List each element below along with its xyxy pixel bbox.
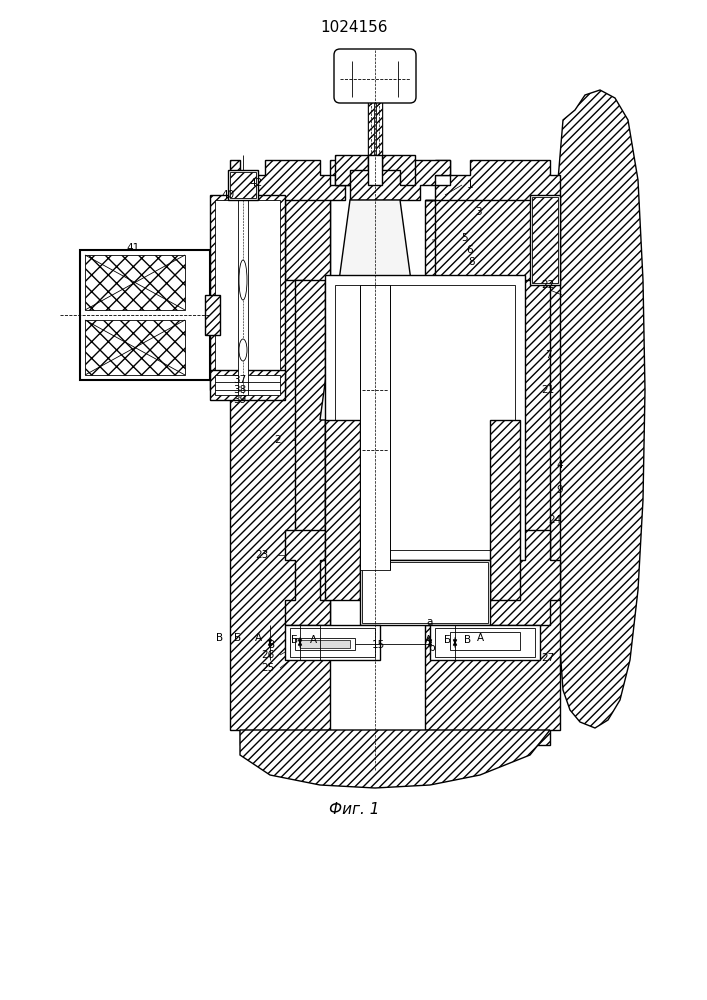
- Polygon shape: [368, 65, 374, 160]
- Bar: [295, 280, 325, 560]
- Text: 15: 15: [371, 640, 385, 650]
- Bar: [325, 420, 360, 600]
- Polygon shape: [285, 530, 330, 625]
- Bar: [368, 155, 382, 185]
- Text: 4: 4: [556, 460, 563, 470]
- Polygon shape: [320, 200, 430, 420]
- Polygon shape: [425, 200, 550, 420]
- Text: Фиг. 1: Фиг. 1: [329, 802, 379, 818]
- Bar: [290, 628, 375, 657]
- Bar: [285, 625, 380, 660]
- Text: 27: 27: [542, 653, 554, 663]
- Text: 23: 23: [255, 550, 269, 560]
- Text: 41: 41: [127, 243, 139, 253]
- Text: 21: 21: [542, 385, 554, 395]
- Bar: [532, 197, 558, 283]
- Text: a: a: [427, 617, 433, 627]
- Bar: [362, 562, 488, 623]
- Polygon shape: [330, 160, 450, 200]
- FancyBboxPatch shape: [334, 49, 416, 103]
- Text: 5: 5: [462, 233, 468, 243]
- Bar: [295, 638, 355, 650]
- Text: 26: 26: [262, 650, 274, 660]
- Polygon shape: [552, 90, 645, 728]
- Bar: [435, 628, 535, 657]
- Text: A: A: [310, 635, 317, 645]
- Bar: [450, 632, 520, 650]
- Text: 8: 8: [469, 257, 475, 267]
- Bar: [228, 170, 258, 200]
- Bar: [360, 285, 390, 570]
- Text: 38: 38: [233, 385, 247, 395]
- Bar: [210, 370, 285, 400]
- Polygon shape: [425, 530, 560, 625]
- Polygon shape: [230, 160, 345, 745]
- Text: B: B: [464, 635, 472, 645]
- Text: 39: 39: [233, 395, 247, 405]
- Text: 6: 6: [467, 245, 473, 255]
- Polygon shape: [376, 65, 382, 160]
- Bar: [230, 172, 256, 198]
- Text: b: b: [428, 643, 436, 653]
- Text: 25: 25: [262, 663, 274, 673]
- Ellipse shape: [239, 339, 247, 361]
- Ellipse shape: [239, 260, 247, 300]
- Bar: [520, 280, 550, 560]
- Bar: [210, 195, 285, 390]
- Bar: [368, 65, 382, 160]
- Text: A: A: [477, 633, 484, 643]
- Text: 3: 3: [474, 207, 481, 217]
- Polygon shape: [335, 155, 368, 185]
- Bar: [300, 640, 350, 648]
- Bar: [85, 320, 185, 375]
- Polygon shape: [240, 730, 550, 788]
- Text: 2: 2: [275, 435, 281, 445]
- Bar: [85, 255, 185, 310]
- Text: 7: 7: [544, 350, 551, 360]
- Bar: [325, 275, 525, 560]
- Text: 1024156: 1024156: [320, 20, 387, 35]
- Text: 40: 40: [221, 190, 235, 200]
- Text: A: A: [255, 633, 262, 643]
- Text: 24: 24: [549, 515, 561, 525]
- Text: 9: 9: [556, 485, 563, 495]
- Bar: [205, 295, 220, 335]
- Polygon shape: [285, 200, 330, 420]
- Polygon shape: [425, 160, 560, 745]
- Bar: [215, 375, 280, 395]
- Polygon shape: [382, 155, 415, 185]
- Text: 42: 42: [250, 178, 262, 188]
- Text: Б: Б: [235, 633, 242, 643]
- Bar: [430, 625, 540, 660]
- Text: Б: Б: [291, 635, 298, 645]
- Text: 1: 1: [467, 180, 473, 190]
- Bar: [530, 195, 560, 285]
- Text: Б: Б: [445, 635, 452, 645]
- Bar: [360, 560, 490, 625]
- Bar: [490, 420, 520, 600]
- Bar: [238, 200, 248, 395]
- Text: 22: 22: [542, 280, 554, 290]
- Bar: [215, 200, 280, 385]
- Text: A: A: [424, 635, 431, 645]
- Text: B: B: [269, 640, 276, 650]
- Bar: [80, 250, 210, 380]
- Text: B: B: [216, 633, 223, 643]
- Text: 37: 37: [233, 375, 247, 385]
- Bar: [335, 285, 515, 550]
